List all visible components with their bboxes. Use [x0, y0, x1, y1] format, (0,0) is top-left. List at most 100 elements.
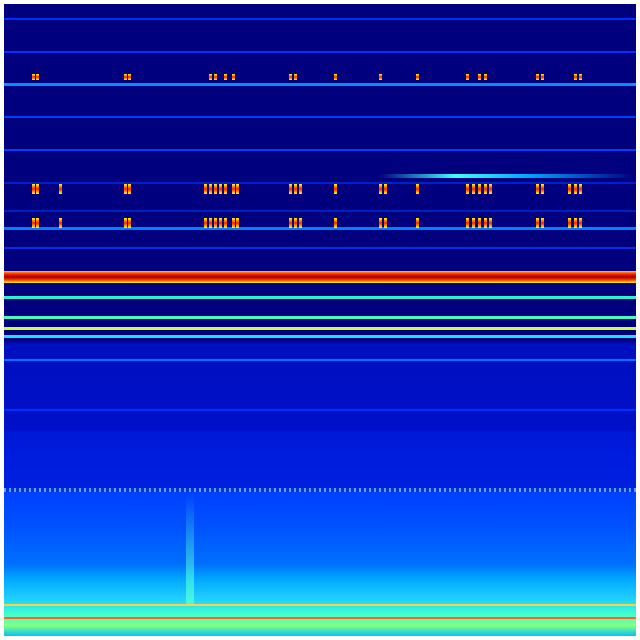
event-mark [384, 184, 387, 194]
event-mark [478, 184, 481, 194]
event-mark [568, 218, 571, 228]
event-mark [59, 218, 62, 228]
event-mark [36, 74, 39, 80]
event-mark [489, 184, 492, 194]
event-mark [32, 184, 35, 194]
event-mark [489, 218, 492, 228]
event-mark [541, 74, 544, 80]
harmonic-line [4, 247, 636, 249]
event-mark [128, 218, 131, 228]
event-mark [579, 218, 582, 228]
event-mark [299, 218, 302, 228]
event-mark [379, 184, 382, 194]
harmonic-line [4, 51, 636, 53]
event-mark [209, 74, 212, 80]
event-mark [289, 184, 292, 194]
event-mark [289, 74, 292, 80]
harmonic-line [4, 335, 636, 338]
event-mark [214, 74, 217, 80]
transient-streak [186, 494, 194, 604]
event-mark [536, 218, 539, 228]
event-mark [128, 74, 131, 80]
harmonic-line [4, 359, 636, 361]
event-mark [209, 218, 212, 228]
event-mark [36, 184, 39, 194]
event-mark [124, 218, 127, 228]
event-mark [204, 184, 207, 194]
event-mark [32, 218, 35, 228]
event-mark [124, 74, 127, 80]
event-mark [128, 184, 131, 194]
event-mark [484, 218, 487, 228]
event-mark [478, 74, 481, 80]
glow-streak [379, 174, 634, 178]
event-mark [484, 74, 487, 80]
event-mark [579, 74, 582, 80]
harmonic-line [4, 409, 636, 411]
event-mark [36, 218, 39, 228]
event-mark [294, 184, 297, 194]
harmonic-line [4, 83, 636, 86]
event-mark [209, 184, 212, 194]
harmonic-line [4, 116, 636, 118]
harmonic-line [4, 227, 636, 230]
event-mark [214, 218, 217, 228]
event-mark [574, 74, 577, 80]
event-mark [536, 74, 539, 80]
strong-band [4, 271, 636, 283]
event-mark [541, 184, 544, 194]
event-mark [232, 74, 235, 80]
event-mark [478, 218, 481, 228]
event-mark [299, 184, 302, 194]
event-mark [541, 218, 544, 228]
event-mark [574, 218, 577, 228]
event-mark [224, 74, 227, 80]
event-mark [219, 184, 222, 194]
event-mark [289, 218, 292, 228]
harmonic-line [4, 149, 636, 151]
event-mark [224, 184, 227, 194]
event-mark [379, 218, 382, 228]
event-mark [236, 218, 239, 228]
event-mark [32, 74, 35, 80]
harmonic-line [4, 210, 636, 212]
event-mark [484, 184, 487, 194]
event-mark [334, 218, 337, 228]
spectrogram-image [4, 4, 636, 636]
event-mark [224, 218, 227, 228]
event-mark [536, 184, 539, 194]
event-mark [334, 74, 337, 80]
event-mark [466, 218, 469, 228]
harmonic-line [4, 296, 636, 299]
event-mark [204, 218, 207, 228]
event-mark [232, 184, 235, 194]
event-mark [124, 184, 127, 194]
harmonic-line [4, 18, 636, 20]
event-mark [379, 74, 382, 80]
noise-row [4, 488, 636, 492]
event-mark [568, 184, 571, 194]
event-mark [59, 184, 62, 194]
event-mark [574, 184, 577, 194]
event-mark [416, 74, 419, 80]
event-mark [472, 184, 475, 194]
event-mark [384, 218, 387, 228]
harmonic-line [4, 316, 636, 319]
event-mark [294, 74, 297, 80]
event-mark [466, 74, 469, 80]
event-mark [416, 218, 419, 228]
event-mark [232, 218, 235, 228]
event-mark [219, 218, 222, 228]
harmonic-line [4, 182, 636, 184]
event-mark [466, 184, 469, 194]
event-mark [334, 184, 337, 194]
event-mark [214, 184, 217, 194]
event-mark [236, 184, 239, 194]
event-mark [579, 184, 582, 194]
event-mark [294, 218, 297, 228]
event-mark [472, 218, 475, 228]
harmonic-line [4, 327, 636, 330]
harmonic-line [4, 617, 636, 619]
event-mark [416, 184, 419, 194]
harmonic-line [4, 604, 636, 606]
